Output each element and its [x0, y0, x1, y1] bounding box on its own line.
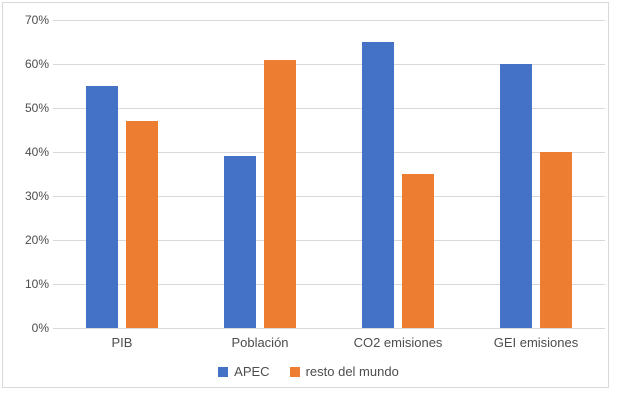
legend-swatch-icon: [218, 366, 229, 377]
bar-resto-del-mundo-pib: [126, 121, 158, 328]
y-axis-label: 40%: [24, 145, 49, 159]
chart-frame: PIB Población CO2 emisiones GEI emisiones A…: [2, 2, 609, 388]
y-axis-label: 20%: [24, 233, 49, 247]
gridline-10%: [53, 284, 605, 285]
y-axis-label: 50%: [24, 101, 49, 115]
gridline-50%: [53, 108, 605, 109]
gridline-20%: [53, 240, 605, 241]
bar-apec-población: [224, 156, 256, 328]
bar-resto-del-mundo-población: [264, 59, 296, 328]
bar-resto-del-mundo-co2-emisiones: [402, 174, 434, 328]
legend-label: resto del mundo: [305, 364, 399, 379]
y-axis-label: 60%: [24, 57, 49, 71]
gridline-70%: [53, 20, 605, 21]
gridline-30%: [53, 196, 605, 197]
gridline-0%: [53, 328, 605, 329]
bar-resto-del-mundo-gei-emisiones: [540, 152, 572, 328]
legend-swatch-icon: [289, 366, 300, 377]
gridline-40%: [53, 152, 605, 153]
plot-area: [53, 20, 605, 329]
legend-label: APEC: [234, 364, 270, 379]
x-axis-label: PIB: [111, 335, 133, 350]
legend-item-apec: APEC: [218, 364, 270, 379]
y-axis-label: 70%: [24, 13, 49, 27]
bar-apec-co2-emisiones: [362, 42, 394, 328]
y-axis-label: 30%: [24, 189, 49, 203]
x-axis-label: Población: [231, 335, 289, 350]
y-axis-label: 0%: [31, 321, 49, 335]
bar-apec-gei-emisiones: [500, 64, 532, 328]
y-axis-label: 10%: [24, 277, 49, 291]
gridline-60%: [53, 64, 605, 65]
x-axis-label: CO2 emisiones: [353, 335, 443, 350]
bar-apec-pib: [86, 86, 118, 328]
legend-item-resto-del-mundo: resto del mundo: [289, 364, 399, 379]
legend: APEC resto del mundo: [3, 364, 614, 379]
x-axis-label: GEI emisiones: [493, 335, 579, 350]
